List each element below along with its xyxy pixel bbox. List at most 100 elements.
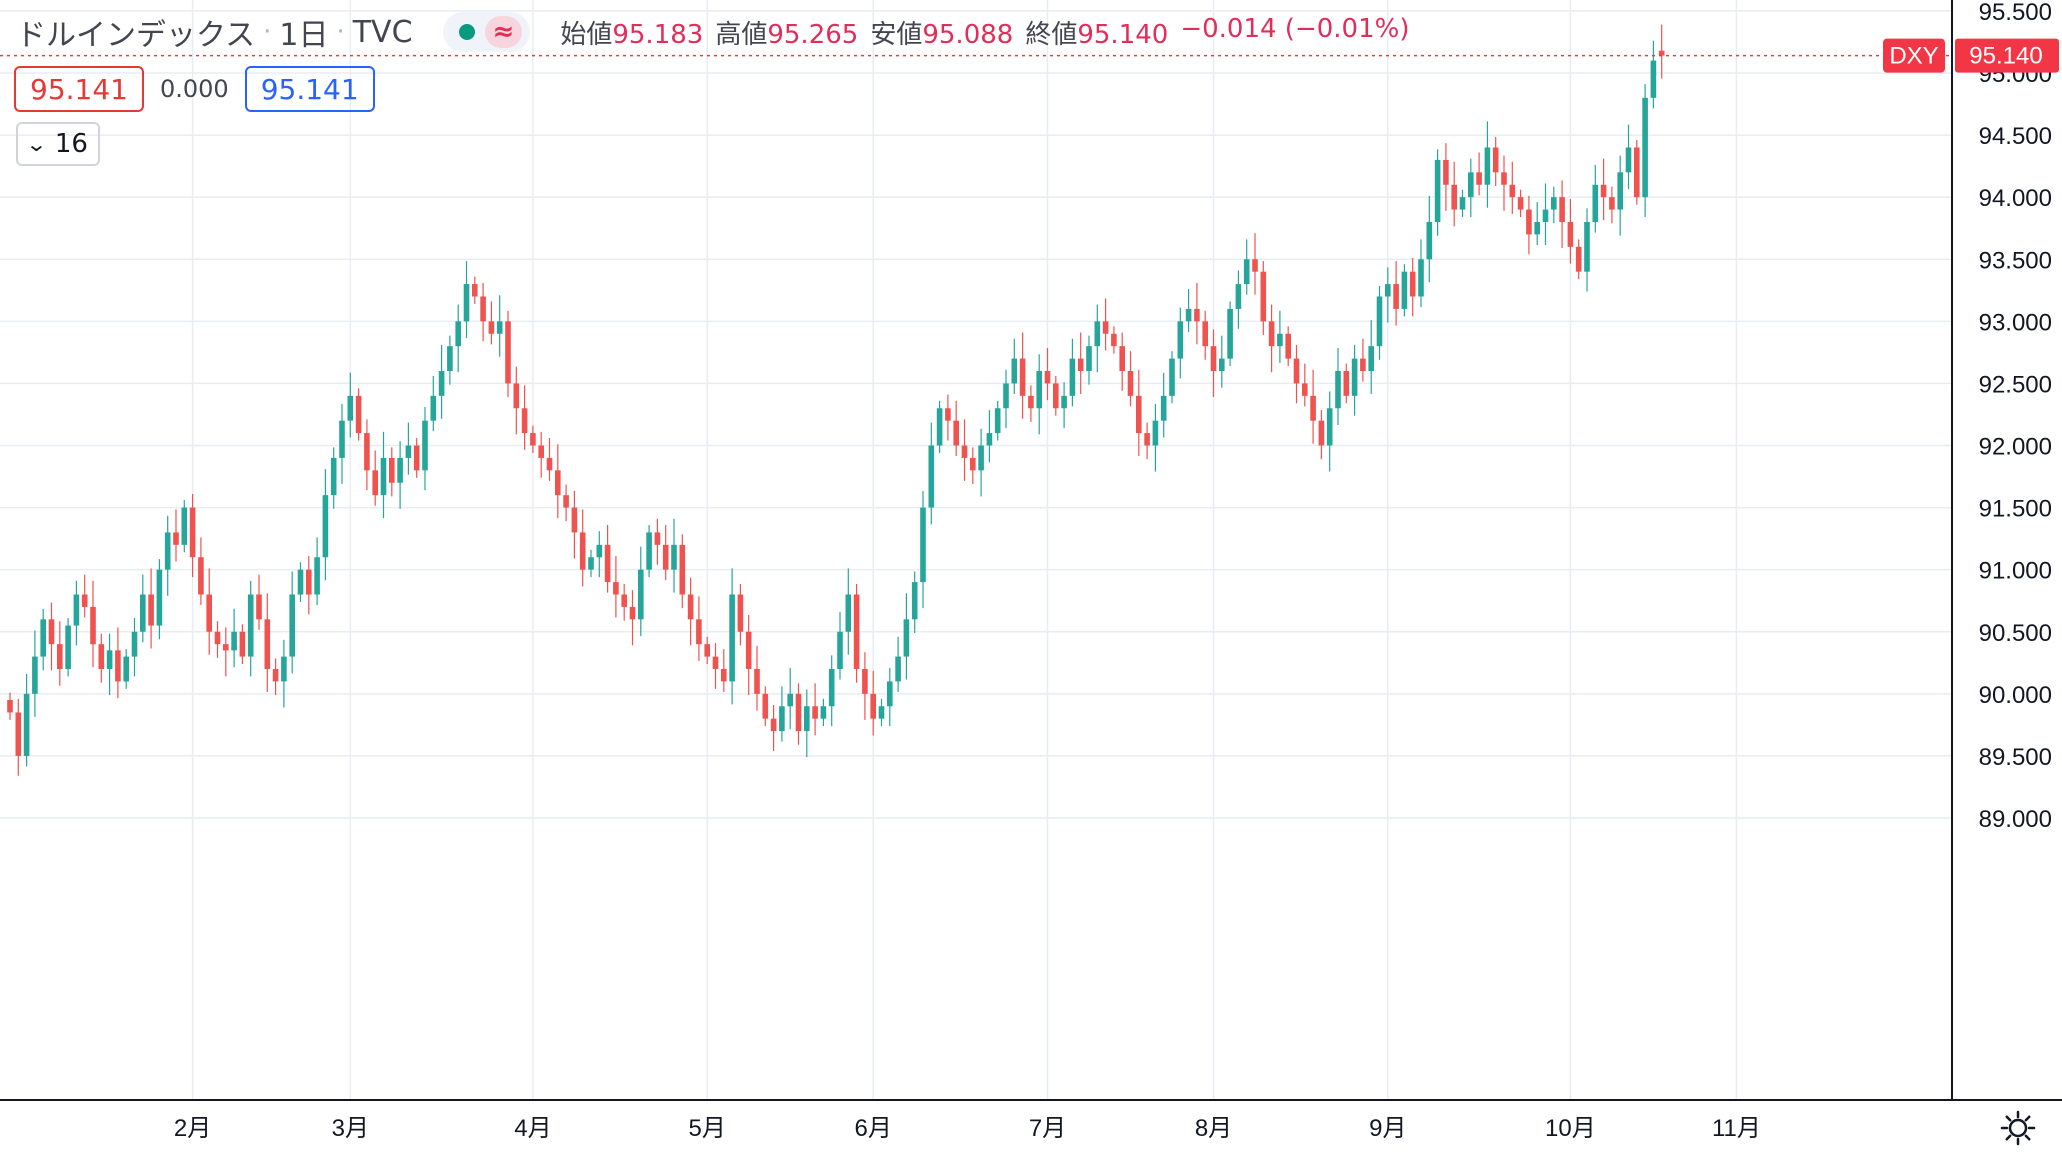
candle	[1658, 24, 1665, 79]
candle	[1003, 369, 1009, 429]
candle	[1559, 180, 1565, 249]
candle	[1219, 335, 1225, 388]
candle	[496, 295, 503, 357]
time-tick-label: 6月	[855, 1115, 892, 1142]
candle	[1409, 258, 1416, 317]
candle	[555, 444, 561, 519]
interval-label[interactable]: 1日	[279, 18, 329, 53]
candlestick-series	[7, 24, 1665, 776]
candle	[438, 344, 445, 419]
price-tick-label: 90.500	[1979, 620, 2052, 647]
candle	[729, 568, 735, 705]
candle	[571, 490, 578, 559]
candle	[712, 642, 719, 689]
candle	[98, 633, 105, 683]
candle	[737, 583, 744, 646]
candle	[1509, 161, 1516, 214]
price-tick-label: 91.000	[1979, 558, 2052, 585]
price-tick-label: 89.000	[1979, 806, 2052, 833]
candle	[621, 583, 627, 621]
candle	[322, 469, 329, 581]
candle	[472, 276, 478, 304]
candle	[1343, 363, 1350, 404]
candle	[770, 705, 777, 751]
approx-icon: ≈	[484, 16, 523, 48]
sell-button[interactable]: 95.141	[14, 66, 144, 112]
candle	[7, 692, 13, 720]
candle	[297, 562, 304, 602]
candle	[1326, 391, 1333, 472]
candle	[1011, 338, 1018, 394]
candle	[654, 518, 661, 565]
candle	[256, 574, 262, 630]
candle	[214, 621, 221, 658]
candle	[1235, 270, 1242, 329]
open-value: 95.183	[612, 19, 704, 50]
candle	[1634, 140, 1640, 205]
candle	[372, 450, 378, 506]
candle	[90, 580, 96, 668]
change-value: −0.014 (−0.01%)	[1180, 13, 1410, 44]
candle	[1368, 320, 1374, 394]
market-status-pill[interactable]: ≈	[442, 12, 531, 52]
candle	[530, 425, 536, 453]
candle	[779, 686, 785, 742]
last-price-badge: 95.140	[1955, 38, 2059, 73]
candle	[106, 633, 113, 696]
candle	[579, 509, 586, 587]
candle	[289, 571, 295, 674]
candle	[1028, 385, 1034, 422]
candle	[1144, 422, 1150, 460]
candle	[920, 490, 926, 609]
candle	[264, 593, 271, 692]
close-value: 95.140	[1077, 19, 1169, 50]
open-label: 始値	[560, 19, 613, 50]
candle	[1077, 332, 1084, 394]
candle	[223, 627, 229, 677]
candle	[1484, 121, 1491, 208]
candle	[131, 618, 138, 677]
candle	[1526, 195, 1532, 255]
price-tick-label: 92.000	[1979, 434, 2052, 461]
candle	[721, 649, 727, 692]
candle	[638, 546, 644, 637]
indicators-toggle-button[interactable]: ⌄ 16	[16, 122, 100, 166]
buy-button[interactable]: 95.141	[244, 66, 375, 112]
candle	[1476, 152, 1482, 196]
symbol-badge: DXY	[1883, 38, 1945, 73]
candle	[978, 428, 984, 497]
candle	[488, 301, 495, 345]
time-tick-label: 7月	[1029, 1115, 1066, 1142]
candle	[1169, 351, 1175, 404]
candle	[65, 618, 71, 677]
time-tick-label: 10月	[1545, 1115, 1596, 1142]
gear-icon[interactable]	[2000, 1110, 2036, 1146]
candle	[1584, 208, 1590, 292]
time-tick-label: 8月	[1195, 1115, 1232, 1142]
quote-row: 95.141 0.000 95.141	[14, 66, 375, 112]
candle	[629, 590, 636, 646]
candle	[422, 407, 428, 491]
symbol-legend: ドルインデックス · 1日 · TVC ≈ 始値95.183 高値95.265 …	[16, 8, 1409, 56]
candle	[1102, 298, 1109, 351]
symbol-name[interactable]: ドルインデックス	[16, 18, 256, 53]
candle	[455, 304, 461, 373]
candle	[953, 400, 959, 457]
candle	[1243, 239, 1250, 295]
candle	[314, 537, 320, 606]
candle	[1501, 155, 1507, 211]
candle	[1127, 351, 1134, 407]
candle	[787, 667, 793, 730]
candle	[1202, 310, 1208, 360]
ohlc-values: 始値95.183 高値95.265 安値95.088 終値95.140 −0.0…	[560, 14, 1409, 51]
chevron-down-icon: ⌄	[25, 132, 48, 156]
candle	[671, 518, 677, 593]
candle	[1360, 338, 1366, 382]
candle	[480, 282, 486, 342]
candle	[1600, 158, 1607, 221]
candle	[1401, 264, 1408, 317]
candle	[1426, 195, 1433, 283]
candle	[853, 583, 860, 683]
candle	[1625, 124, 1632, 190]
